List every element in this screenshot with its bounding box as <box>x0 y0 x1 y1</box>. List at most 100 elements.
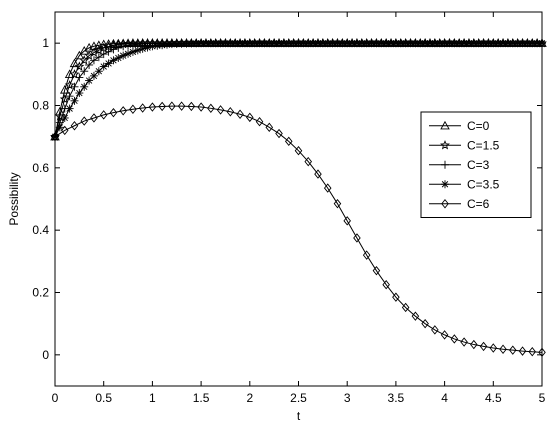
data-point-diamond <box>431 325 439 335</box>
data-point-asterisk-d2 <box>446 39 453 47</box>
data-point-asterisk <box>94 67 103 76</box>
data-point-diamond <box>158 101 166 112</box>
data-point-diamond <box>80 116 88 126</box>
data-point-asterisk-d2 <box>329 39 336 47</box>
data-point-asterisk-d2 <box>373 39 380 47</box>
data-point-asterisk-d2 <box>305 39 312 47</box>
data-point-asterisk <box>469 39 478 48</box>
data-point-diamond <box>382 279 390 290</box>
data-point-diamond <box>343 216 351 226</box>
data-point-asterisk <box>265 39 274 48</box>
data-point-asterisk <box>197 39 206 48</box>
data-point-diamond <box>499 344 507 354</box>
data-point-diamond <box>421 318 429 329</box>
data-point-asterisk-d2 <box>324 39 331 47</box>
data-point-asterisk-d2 <box>241 39 249 47</box>
data-point-diamond <box>460 337 468 347</box>
data-point-asterisk-d2 <box>202 39 210 47</box>
data-point-asterisk <box>421 39 430 48</box>
data-point-diamond <box>362 250 371 260</box>
data-point-plus <box>114 43 123 52</box>
legend-marker-star <box>440 140 450 150</box>
data-point-asterisk-d2 <box>378 39 385 47</box>
data-point-asterisk-d2 <box>81 83 88 90</box>
data-point-asterisk <box>80 82 89 91</box>
x-axis-label: t <box>297 409 301 423</box>
data-point-diamond <box>99 110 108 120</box>
data-point-asterisk <box>309 39 318 48</box>
data-point-asterisk-d2 <box>353 39 361 47</box>
data-point-asterisk-d2 <box>358 39 366 47</box>
data-point-asterisk-d2 <box>451 39 458 47</box>
data-point-diamond <box>411 311 420 321</box>
data-point-diamond <box>333 198 342 209</box>
data-point-asterisk-d2 <box>256 39 263 47</box>
x-tick-label: 2.5 <box>290 391 307 405</box>
data-point-asterisk-d2 <box>139 45 146 52</box>
data-point-diamond <box>470 339 478 350</box>
data-point-asterisk-d2 <box>529 39 536 47</box>
legend-entry: C=1.5 <box>429 138 500 152</box>
data-point-diamond <box>90 113 98 123</box>
data-point-asterisk-d2 <box>407 39 414 47</box>
data-point-asterisk-d2 <box>402 39 409 47</box>
data-point-diamond <box>265 122 274 133</box>
data-point-asterisk-d2 <box>217 39 224 47</box>
x-tick-label: 2 <box>246 391 253 405</box>
x-tick-label: 4 <box>441 391 448 405</box>
data-point-asterisk <box>352 39 361 48</box>
data-point-asterisk-d2 <box>431 39 439 47</box>
data-point-asterisk <box>70 96 79 105</box>
y-tick-label: 0.6 <box>32 161 49 175</box>
data-point-asterisk <box>182 39 191 48</box>
data-point-diamond <box>372 265 381 276</box>
data-point-asterisk-d2 <box>188 40 195 47</box>
data-point-diamond <box>314 169 322 179</box>
y-tick-label: 0.8 <box>32 99 49 113</box>
legend: C=0 C=1.5 C=3 C=3.5 C=6 <box>420 111 532 218</box>
data-point-asterisk-d2 <box>485 39 492 47</box>
data-point-asterisk-d2 <box>168 40 176 48</box>
data-point-asterisk-d2 <box>246 39 253 47</box>
data-point-asterisk-d2 <box>499 39 507 47</box>
x-tick-label: 1.5 <box>193 391 210 405</box>
data-point-asterisk-d2 <box>344 39 351 47</box>
data-point-diamond <box>509 345 517 355</box>
x-tick-label: 3 <box>344 391 351 405</box>
data-point-diamond <box>275 128 283 139</box>
data-point-triangle <box>69 58 80 68</box>
data-point-plus <box>94 53 103 62</box>
data-point-diamond <box>236 109 244 119</box>
data-point-diamond <box>401 302 410 313</box>
data-point-asterisk <box>226 39 235 48</box>
data-point-asterisk <box>372 39 381 48</box>
legend-marker-plus <box>441 160 449 169</box>
data-point-diamond <box>226 107 235 117</box>
data-point-plus <box>124 41 133 50</box>
data-point-diamond <box>129 104 137 114</box>
data-point-asterisk-d2 <box>100 63 107 70</box>
data-point-asterisk-d2 <box>309 39 317 47</box>
data-point-diamond <box>60 125 69 136</box>
data-point-asterisk <box>138 44 147 53</box>
y-tick-label: 1 <box>42 36 49 50</box>
legend-label: C=3 <box>467 158 490 172</box>
data-point-asterisk-d2 <box>480 39 487 47</box>
data-point-diamond <box>148 102 157 112</box>
data-point-asterisk <box>104 59 113 68</box>
data-point-plus <box>75 73 84 82</box>
series-diamond <box>51 101 546 358</box>
data-point-asterisk-d2 <box>339 39 346 47</box>
data-point-asterisk-d2 <box>475 39 482 47</box>
data-point-asterisk-d2 <box>71 97 78 105</box>
data-point-diamond <box>538 347 546 358</box>
data-point-asterisk-d2 <box>163 41 171 48</box>
data-point-asterisk-d2 <box>197 39 205 47</box>
data-point-diamond <box>489 343 498 353</box>
legend-marker-diamond <box>441 199 449 209</box>
data-point-asterisk-d2 <box>456 39 463 47</box>
data-point-asterisk <box>489 39 498 48</box>
data-point-plus <box>109 45 118 54</box>
data-point-asterisk-d2 <box>368 39 375 47</box>
